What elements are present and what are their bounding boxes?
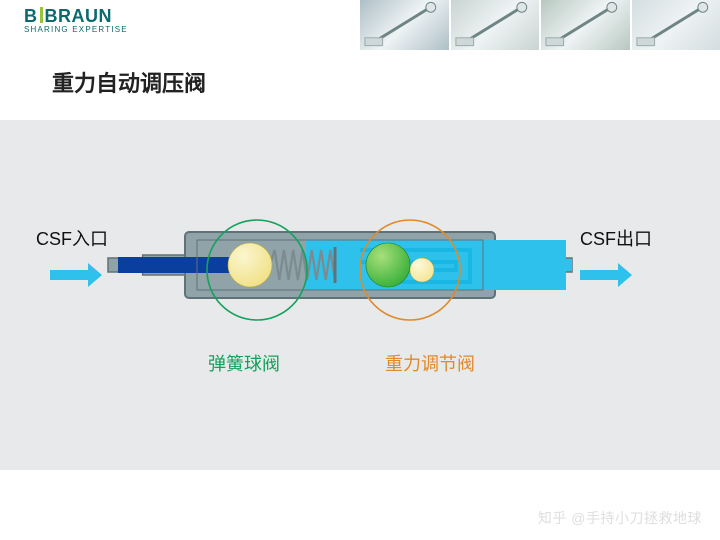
slide: B BRAUN SHARING EXPERTISE 重力自动调压阀 CSF入口 C…: [0, 0, 720, 540]
header-image-4: [632, 0, 720, 50]
label-gravity-valve: 重力调节阀: [385, 350, 475, 376]
slide-title: 重力自动调压阀: [52, 66, 206, 98]
brand-tagline: SHARING EXPERTISE: [24, 25, 128, 34]
brand-separator: [40, 7, 43, 23]
valve-diagram: [0, 120, 720, 470]
header-image-2: [451, 0, 540, 50]
watermark: 知乎 @手持小刀拯救地球: [538, 508, 702, 528]
header-image-strip: [360, 0, 720, 50]
header: B BRAUN SHARING EXPERTISE: [0, 0, 720, 54]
header-image-3: [541, 0, 630, 50]
header-image-1: [360, 0, 449, 50]
brand-b2: BRAUN: [45, 6, 113, 27]
brand-b1: B: [24, 6, 38, 27]
brand-name: B BRAUN: [24, 6, 128, 27]
label-spring-valve: 弹簧球阀: [208, 350, 280, 376]
content-band: CSF入口 CSF出口 弹簧球阀 重力调节阀: [0, 120, 720, 470]
label-inlet: CSF入口: [36, 225, 108, 251]
label-outlet: CSF出口: [580, 225, 652, 251]
brand-logo: B BRAUN SHARING EXPERTISE: [24, 6, 128, 34]
